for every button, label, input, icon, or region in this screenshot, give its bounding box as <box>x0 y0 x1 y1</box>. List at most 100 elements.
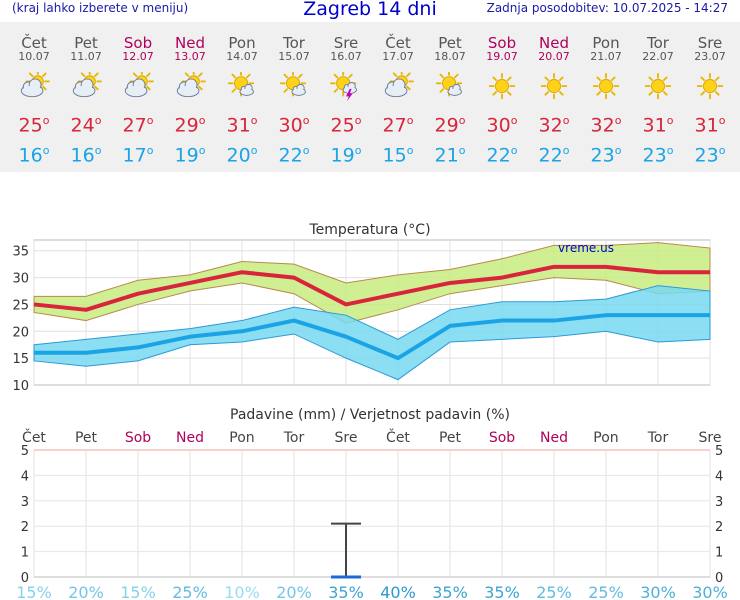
x-tick-label: Tor <box>647 430 669 446</box>
min-temperature-band <box>33 285 711 381</box>
day-name: Sre <box>333 34 359 52</box>
precipitation-probability: 30% <box>640 583 676 600</box>
forecast-day: Čet 10.07 25o 16o <box>8 22 60 172</box>
min-temperature: 20o <box>226 144 258 167</box>
sun-cloud-storm-icon <box>330 72 357 102</box>
day-name: Čet <box>385 34 411 52</box>
cloudy-sun-icon <box>176 72 206 98</box>
x-tick-label: Ned <box>540 430 568 446</box>
max-temperature-line <box>33 264 710 312</box>
y-tick-label-right: 0 <box>715 571 723 586</box>
day-date: 13.07 <box>174 50 206 63</box>
precipitation-probability: 35% <box>432 583 468 600</box>
y-tick-label: 5 <box>21 444 29 459</box>
day-date: 21.07 <box>590 50 622 63</box>
forecast-day-strip: Čet 10.07 25o 16o Pet 11.07 24o 16o Sob 12.07 27o 1… <box>0 22 740 172</box>
day-name: Čet <box>21 34 47 52</box>
x-tick-label: Čet <box>22 428 46 446</box>
page-title: Zagreb 14 dni <box>303 0 437 20</box>
forecast-day: Pet 18.07 29o 21o <box>424 22 476 172</box>
day-name: Pon <box>228 34 256 52</box>
day-name: Sob <box>123 34 153 52</box>
x-tick-label: Pet <box>75 430 98 446</box>
day-date: 10.07 <box>18 50 50 63</box>
min-temperature: 23o <box>642 144 674 167</box>
cloudy-sun-icon <box>20 72 50 98</box>
max-temperature: 31o <box>694 114 726 137</box>
day-name: Pet <box>438 34 462 52</box>
day-date: 12.07 <box>122 50 154 63</box>
forecast-day: Pon 21.07 32o 23o <box>580 22 632 172</box>
min-temperature: 23o <box>590 144 622 167</box>
sun-cloud-icon <box>435 72 463 97</box>
forecast-day: Tor 15.07 30o 22o <box>268 22 320 172</box>
precipitation-probability: 10% <box>224 583 260 600</box>
precipitation-probability: 35% <box>328 583 364 600</box>
min-temperature: 23o <box>694 144 726 167</box>
x-tick-label: Ned <box>176 430 204 446</box>
forecast-day: Sob 12.07 27o 17o <box>112 22 164 172</box>
forecast-day: Pon 14.07 31o 20o <box>216 22 268 172</box>
forecast-day: Sob 19.07 30o 22o <box>476 22 528 172</box>
max-temperature: 25o <box>18 114 50 137</box>
forecast-day: Pet 11.07 24o 16o <box>60 22 112 172</box>
x-tick-label: Sre <box>699 430 722 446</box>
max-temperature: 32o <box>538 114 570 137</box>
forecast-day: Ned 20.07 32o 22o <box>528 22 580 172</box>
max-temperature: 29o <box>434 114 466 137</box>
day-name: Tor <box>283 34 305 52</box>
max-temperature: 31o <box>226 114 258 137</box>
min-temperature: 17o <box>122 144 154 167</box>
plot-frame <box>33 449 711 578</box>
sun-icon <box>696 72 724 100</box>
location-hint: (kraj lahko izberete v meniju) <box>12 1 189 15</box>
day-name: Tor <box>647 34 669 52</box>
last-update: Zadnja posodobitev: 10.07.2025 - 14:27 <box>486 1 728 15</box>
min-temperature: 19o <box>174 144 206 167</box>
day-date: 16.07 <box>330 50 362 63</box>
x-tick-label: Sob <box>489 430 515 446</box>
precipitation-probability: 15% <box>16 583 52 600</box>
min-temperature: 22o <box>486 144 518 167</box>
x-tick-label: Pon <box>593 430 618 446</box>
min-temperature: 15o <box>382 144 414 167</box>
y-tick-label: 1 <box>21 546 29 561</box>
day-date: 18.07 <box>434 50 466 63</box>
y-tick-label: 20 <box>12 325 29 340</box>
precipitation-probability: 35% <box>484 583 520 600</box>
cloudy-sun-icon <box>72 72 102 98</box>
header: (kraj lahko izberete v meniju) Zagreb 14… <box>0 0 740 22</box>
min-temperature: 19o <box>330 144 362 167</box>
day-date: 19.07 <box>486 50 518 63</box>
sun-cloud-icon <box>279 72 307 97</box>
temperature-chart-title: Temperatura (°C) <box>308 222 430 238</box>
y-tick-label-right: 1 <box>715 546 723 561</box>
sun-icon <box>592 72 620 100</box>
day-name: Ned <box>539 34 569 52</box>
y-tick-label: 25 <box>12 298 29 313</box>
max-temperature: 32o <box>590 114 622 137</box>
max-temperature: 27o <box>122 114 154 137</box>
x-tick-label: Tor <box>283 430 305 446</box>
y-tick-label-right: 2 <box>715 520 723 535</box>
min-temperature: 16o <box>70 144 102 167</box>
forecast-day: Tor 22.07 31o 23o <box>632 22 684 172</box>
y-tick-label: 4 <box>21 469 29 484</box>
max-temperature: 29o <box>174 114 206 137</box>
day-date: 11.07 <box>70 50 102 63</box>
max-temperature: 25o <box>330 114 362 137</box>
day-date: 20.07 <box>538 50 570 63</box>
precipitation-probability: 20% <box>276 583 312 600</box>
y-tick-label-right: 4 <box>715 469 723 484</box>
day-name: Ned <box>175 34 205 52</box>
sun-cloud-icon <box>227 72 255 97</box>
y-tick-label: 3 <box>21 495 29 510</box>
day-date: 23.07 <box>694 50 726 63</box>
cloudy-sun-icon <box>124 72 154 98</box>
precipitation-chart-title: Padavine (mm) / Verjetnost padavin (%) <box>230 407 510 423</box>
y-tick-label: 35 <box>12 245 29 260</box>
precipitation-probability: 20% <box>68 583 104 600</box>
x-tick-label: Sre <box>335 430 358 446</box>
precipitation-range <box>331 522 361 577</box>
forecast-day: Sre 23.07 31o 23o <box>684 22 736 172</box>
